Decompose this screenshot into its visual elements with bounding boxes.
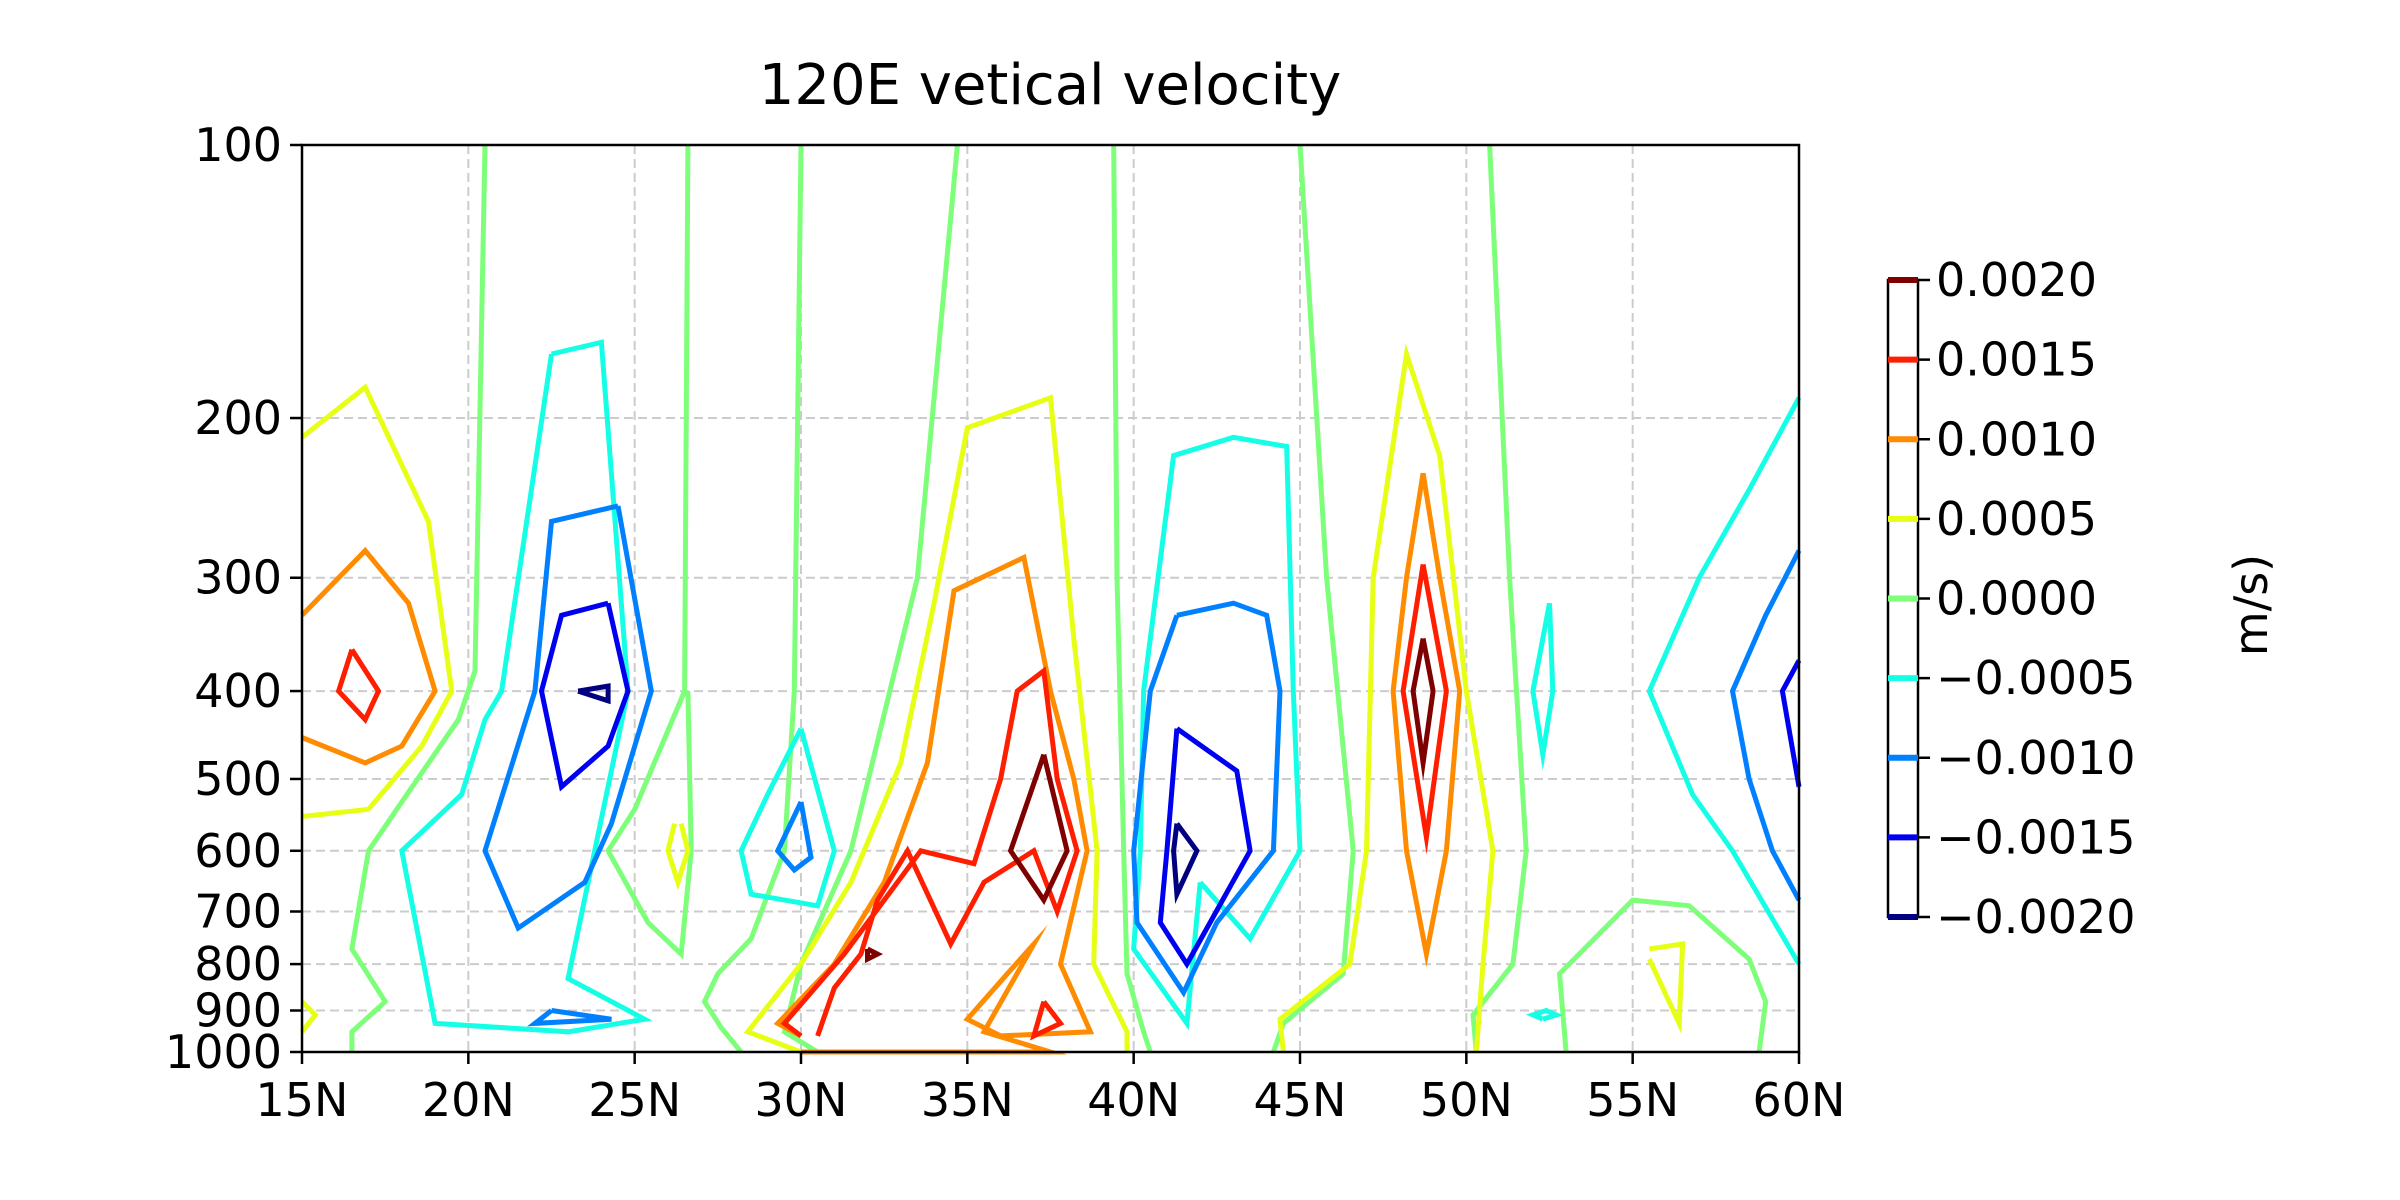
contour-line (1271, 144, 1356, 1053)
contour-line (1131, 434, 1303, 1031)
contour-line (1729, 549, 1802, 902)
grid-lines (301, 144, 1800, 1053)
contour-line (781, 144, 960, 1055)
chart-title: 120E vetical velocity (759, 53, 1342, 118)
x-tick-label: 60N (1753, 1073, 1846, 1127)
contour-line (605, 144, 694, 960)
y-tick-label: 900 (194, 983, 282, 1037)
contour-line (1530, 602, 1556, 771)
contour-line (701, 144, 804, 1054)
contour-line (1470, 144, 1529, 1053)
contour-line (865, 946, 884, 964)
x-tick-label: 25N (588, 1073, 681, 1127)
x-tick-label: 55N (1586, 1073, 1679, 1127)
contour-line (743, 394, 1130, 1055)
contour-line (1171, 822, 1200, 904)
x-tick-label: 50N (1420, 1073, 1513, 1127)
y-tick-label: 800 (194, 937, 282, 991)
y-tick-label: 500 (194, 752, 282, 806)
colorbar-tick-label: 0.0005 (1936, 492, 2097, 546)
y-tick-label: 100 (194, 118, 282, 172)
colorbar-tick-label: −0.0015 (1936, 810, 2136, 864)
contour-line (780, 666, 1080, 1038)
contour-line (300, 383, 455, 819)
x-tick-label: 35N (921, 1073, 1014, 1127)
contour-line (665, 823, 691, 891)
contour-line (527, 1008, 612, 1027)
contour-line (349, 144, 488, 1052)
contour-line (1390, 472, 1463, 968)
contour-line (738, 727, 837, 909)
contour-line (538, 600, 631, 792)
contour-line (1277, 343, 1496, 1053)
contour-line (773, 553, 1095, 1055)
contour-line (1556, 897, 1769, 1053)
contour-line (1157, 726, 1253, 969)
contour-line (1400, 563, 1449, 855)
contour-line (300, 999, 319, 1034)
plot-frame (300, 143, 1801, 1054)
contour-line (577, 683, 611, 705)
contour-line (1131, 600, 1283, 998)
contour-line (1647, 940, 1686, 1034)
contour-line (1007, 753, 1070, 906)
x-axis: 15N 20N 25N 30N 35N 40N 45N 50N 55N 60N (256, 1052, 1846, 1127)
contour-line (1525, 1007, 1564, 1022)
x-tick-label: 30N (755, 1073, 848, 1127)
x-tick-label: 15N (256, 1073, 349, 1127)
contour-line (1029, 1000, 1065, 1041)
contour-line (1410, 638, 1436, 782)
colorbar-tick-label: 0.0010 (1936, 412, 2097, 466)
x-tick-label: 40N (1087, 1073, 1180, 1127)
y-tick-label: 600 (194, 824, 282, 878)
colorbar-label: m/s) (2224, 554, 2278, 656)
colorbar-levels: 0.0020 0.0015 0.0010 0.0005 0.0000 −0.0005 −0.… (1888, 253, 2136, 944)
colorbar-tick-label: 0.0015 (1936, 333, 2097, 387)
y-tick-label: 1000 (165, 1025, 282, 1079)
colorbar-tick-label: 0.0000 (1936, 572, 2097, 626)
contour-lines (300, 144, 1802, 1055)
colorbar-tick-label: 0.0020 (1936, 253, 2097, 307)
colorbar: 0.0020 0.0015 0.0010 0.0005 0.0000 −0.0005 −0.… (1886, 253, 2278, 944)
colorbar-tick-label: −0.0020 (1936, 890, 2136, 944)
contour-line (1779, 659, 1802, 788)
contour-line (1646, 396, 1802, 966)
x-tick-label: 20N (422, 1073, 515, 1127)
y-tick-label: 400 (194, 664, 282, 718)
y-tick-label: 300 (194, 551, 282, 605)
y-tick-label: 200 (194, 391, 282, 445)
contour-line (300, 546, 438, 766)
contour-line (335, 648, 382, 725)
colorbar-tick-label: −0.0010 (1936, 731, 2136, 785)
x-tick-label: 45N (1254, 1073, 1347, 1127)
colorbar-tick-label: −0.0005 (1936, 651, 2136, 705)
y-tick-label: 700 (194, 885, 282, 939)
contour-line (1111, 144, 1153, 1053)
contour-line (482, 503, 654, 932)
contour-line (774, 800, 814, 874)
